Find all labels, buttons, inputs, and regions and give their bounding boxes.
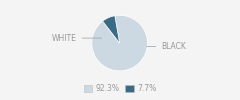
Wedge shape	[92, 15, 147, 71]
Text: WHITE: WHITE	[52, 34, 102, 43]
Legend: 92.3%, 7.7%: 92.3%, 7.7%	[81, 81, 159, 96]
Text: BLACK: BLACK	[147, 42, 186, 51]
Wedge shape	[103, 16, 120, 43]
